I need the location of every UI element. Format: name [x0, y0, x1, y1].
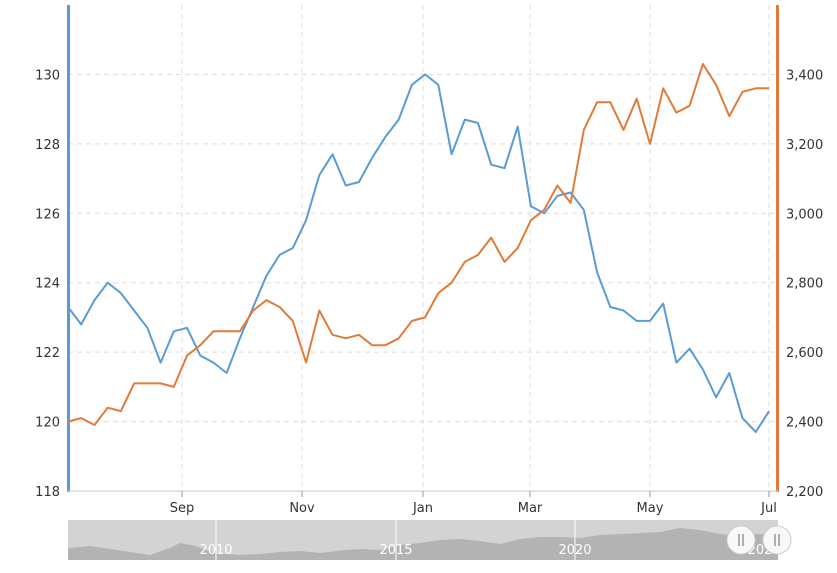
left-tick-label: 120 — [35, 416, 60, 431]
series-layer — [67, 63, 770, 433]
left-tick-label: 122 — [35, 346, 60, 361]
x-tick-label: Nov — [289, 501, 315, 516]
series-line-orange — [67, 63, 769, 426]
left-tick-label: 118 — [35, 485, 60, 500]
grid — [68, 5, 778, 491]
left-axis-line — [67, 5, 70, 492]
navigator-label-2020: 2020 — [558, 543, 591, 558]
right-axis-line — [776, 5, 779, 492]
x-tick-label: Jul — [760, 501, 777, 516]
left-axis-ticks: 118 120 122 124 126 128 130 — [35, 68, 60, 500]
navigator-label-2015: 2015 — [379, 543, 412, 558]
x-axis-ticks: Sep Nov Jan Mar May Jul — [170, 491, 777, 516]
right-tick-label: 2,800 — [786, 277, 823, 292]
navigator-handle-right[interactable] — [762, 525, 792, 555]
left-tick-label: 126 — [35, 207, 60, 222]
right-tick-label: 3,200 — [786, 138, 823, 153]
navigator-series-area — [68, 528, 778, 560]
right-tick-label: 3,000 — [786, 207, 823, 222]
left-tick-label: 128 — [35, 138, 60, 153]
right-tick-label: 2,400 — [786, 416, 823, 431]
right-tick-label: 2,600 — [786, 346, 823, 361]
left-tick-label: 124 — [35, 277, 60, 292]
x-tick-label: Jan — [412, 501, 433, 516]
right-tick-label: 3,400 — [786, 68, 823, 83]
right-tick-label: 2,200 — [786, 485, 823, 500]
navigator[interactable]: 2010 2015 2020 202 — [68, 520, 792, 560]
navigator-label-2010: 2010 — [199, 543, 232, 558]
right-axis-ticks: 2,200 2,400 2,600 2,800 3,000 3,200 3,400 — [786, 68, 823, 500]
x-tick-label: May — [637, 501, 664, 516]
x-tick-label: Sep — [170, 501, 195, 516]
left-tick-label: 130 — [35, 68, 60, 83]
series-line-blue — [67, 73, 770, 433]
navigator-handle-left[interactable] — [726, 525, 756, 555]
x-tick-label: Mar — [518, 501, 543, 516]
